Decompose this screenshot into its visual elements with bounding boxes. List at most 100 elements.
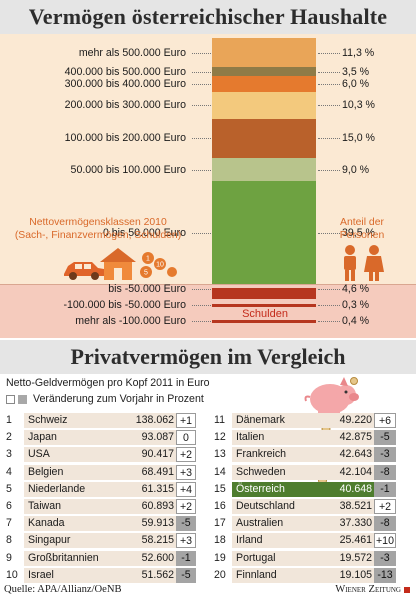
row-change-badge: +3 — [176, 464, 196, 480]
row-rank: 17 — [214, 517, 226, 530]
row-background — [24, 533, 178, 549]
row-country: Schweden — [236, 465, 286, 478]
table-row: 16 Deutschland 38.521 +2 — [214, 498, 396, 515]
row-country: Frankreich — [236, 448, 287, 461]
legend-white-square-icon — [6, 394, 15, 404]
leader-line — [192, 232, 211, 234]
wealth-bar-segment — [212, 118, 316, 158]
table-row: 19 Portugal 19.572 -3 — [214, 550, 396, 567]
wealth-bar-segment — [212, 181, 316, 284]
row-background — [24, 567, 178, 583]
table-row: 4 Belgien 68.491 +3 — [6, 464, 196, 481]
table-row: 2 Japan 93.087 0 — [6, 429, 196, 446]
wealth-class-label: -100.000 bis -50.000 Euro — [63, 299, 186, 311]
row-rank: 12 — [214, 431, 226, 444]
wealth-class-share: 0,3 % — [342, 299, 370, 311]
row-rank: 13 — [214, 448, 226, 461]
row-value: 49.220 — [339, 414, 372, 426]
row-country: Österreich — [236, 482, 285, 495]
leader-line — [318, 289, 340, 290]
table-row: 11 Dänemark 49.220 +6 — [214, 412, 396, 429]
leader-line — [192, 84, 211, 86]
row-value: 52.600 — [141, 551, 174, 564]
wealth-chart-title: Vermögen österreichischer Haushalte — [0, 0, 416, 34]
wealth-class-label: 0 bis 50.000 Euro — [102, 226, 186, 239]
row-value: 138.062 — [135, 414, 174, 426]
wealth-class-share: 4,6 % — [342, 283, 370, 295]
wealth-stacked-bar — [212, 0, 316, 600]
wealth-classes-note: Nettovermögensklassen 2010 (Sach-, Finanz… — [14, 217, 182, 241]
wealth-class-label: mehr als -100.000 Euro — [75, 315, 186, 327]
row-country: Japan — [28, 431, 57, 444]
row-country: Taiwan — [28, 500, 61, 512]
row-value: 60.893 — [141, 500, 174, 512]
row-value: 25.461 — [339, 534, 372, 547]
debt-label: Schulden — [242, 308, 288, 320]
row-value: 90.417 — [141, 448, 174, 461]
row-value: 51.562 — [141, 568, 174, 581]
table-row: 14 Schweden 42.104 -8 — [214, 464, 396, 481]
row-country: Singapur — [28, 534, 71, 547]
row-change-badge: -5 — [176, 516, 196, 532]
row-value: 93.087 — [141, 431, 174, 444]
row-background — [232, 533, 376, 549]
row-rank: 16 — [214, 500, 226, 512]
row-country: Niederlande — [28, 482, 86, 495]
row-change-badge: -3 — [374, 447, 396, 463]
row-rank: 19 — [214, 551, 226, 564]
row-background — [232, 567, 376, 583]
row-background — [24, 481, 178, 497]
row-rank: 14 — [214, 465, 226, 478]
svg-text:5: 5 — [144, 270, 148, 277]
family-icon — [344, 245, 384, 281]
table-row: 20 Finnland 19.105 -13 — [214, 567, 396, 584]
leader-line — [192, 321, 211, 322]
row-value: 38.521 — [339, 500, 372, 512]
row-background — [232, 499, 376, 514]
wealth-bar-segment — [212, 76, 316, 93]
row-change-badge: -5 — [374, 430, 396, 446]
row-change-badge: +10 — [374, 533, 396, 549]
table-row: 9 Großbritannien 52.600 -1 — [6, 550, 196, 567]
table-row: 17 Australien 37.330 -8 — [214, 515, 396, 532]
svg-text:10: 10 — [156, 262, 164, 269]
row-change-badge: 0 — [176, 430, 196, 446]
row-country: Australien — [236, 517, 284, 530]
zero-line — [0, 284, 416, 285]
row-country: Israel — [28, 568, 54, 581]
wealth-class-share: 6,0 % — [342, 78, 370, 91]
row-change-badge: -13 — [374, 567, 396, 583]
wealth-bar-segment — [212, 157, 316, 182]
row-value: 37.330 — [339, 517, 372, 530]
row-value: 42.104 — [339, 465, 372, 478]
leader-line — [318, 321, 340, 322]
row-country: Großbritannien — [28, 551, 99, 564]
debt-band — [0, 284, 416, 338]
row-change-badge: +2 — [176, 499, 196, 514]
table-row: 7 Kanada 59.913 -5 — [6, 515, 196, 532]
row-rank: 15 — [214, 482, 226, 495]
table-row: 10 Israel 51.562 -5 — [6, 567, 196, 584]
row-background — [24, 413, 178, 428]
row-value: 61.315 — [141, 482, 174, 495]
wealth-class-label: 100.000 bis 200.000 Euro — [64, 132, 186, 145]
leader-line — [192, 169, 211, 171]
leader-line — [318, 52, 340, 54]
comparison-subtitle: Netto-Geldvermögen pro Kopf 2011 in Euro — [6, 377, 210, 389]
wealth-class-share: 39,5 % — [342, 226, 375, 239]
row-rank: 7 — [6, 517, 12, 530]
car-house-coins-icon: 1 10 5 — [64, 248, 177, 280]
table-row: 8 Singapur 58.215 +3 — [6, 532, 196, 549]
wealth-class-share: 9,0 % — [342, 163, 370, 176]
wealth-chart-panel — [0, 34, 416, 284]
wealth-class-label: bis -50.000 Euro — [108, 283, 186, 295]
source-note: Quelle: APA/Allianz/OeNB — [4, 584, 122, 595]
row-rank: 18 — [214, 534, 226, 547]
leader-line — [318, 305, 340, 306]
table-row: 6 Taiwan 60.893 +2 — [6, 498, 196, 515]
coins-icon: 1 10 5 — [140, 252, 177, 278]
leader-line — [318, 169, 340, 171]
row-background — [24, 499, 178, 514]
row-rank: 11 — [214, 414, 225, 426]
wealth-class-share: 3,5 % — [342, 65, 370, 78]
